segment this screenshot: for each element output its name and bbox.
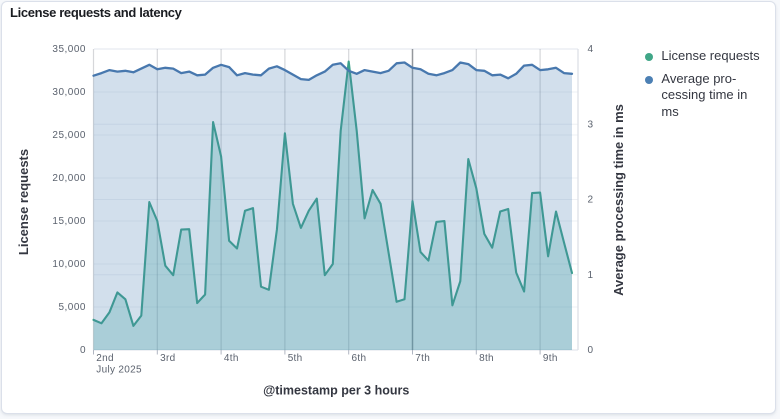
svg-text:3rd: 3rd bbox=[160, 353, 175, 364]
svg-text:2nd: 2nd bbox=[96, 353, 114, 364]
svg-text:35,000: 35,000 bbox=[52, 44, 86, 55]
svg-text:5,000: 5,000 bbox=[58, 302, 86, 313]
svg-text:0: 0 bbox=[80, 345, 86, 356]
svg-text:4: 4 bbox=[588, 44, 594, 55]
svg-text:Average processing time in ms: Average processing time in ms bbox=[611, 104, 626, 296]
svg-text:20,000: 20,000 bbox=[52, 173, 86, 184]
svg-text:1: 1 bbox=[588, 270, 594, 281]
svg-text:License requests: License requests bbox=[16, 149, 31, 255]
svg-text:0: 0 bbox=[588, 345, 594, 356]
svg-text:@timestamp per 3 hours: @timestamp per 3 hours bbox=[263, 384, 409, 398]
svg-text:10,000: 10,000 bbox=[52, 259, 86, 270]
svg-text:25,000: 25,000 bbox=[52, 130, 86, 141]
svg-text:7th: 7th bbox=[415, 353, 430, 364]
svg-text:8th: 8th bbox=[479, 353, 494, 364]
svg-text:4th: 4th bbox=[224, 353, 239, 364]
svg-text:2: 2 bbox=[588, 195, 594, 206]
svg-text:6th: 6th bbox=[352, 353, 367, 364]
svg-text:July 2025: July 2025 bbox=[96, 365, 142, 376]
svg-text:15,000: 15,000 bbox=[52, 216, 86, 227]
svg-text:9th: 9th bbox=[543, 353, 558, 364]
svg-text:30,000: 30,000 bbox=[52, 87, 86, 98]
svg-text:5th: 5th bbox=[288, 353, 303, 364]
svg-text:3: 3 bbox=[588, 120, 594, 131]
